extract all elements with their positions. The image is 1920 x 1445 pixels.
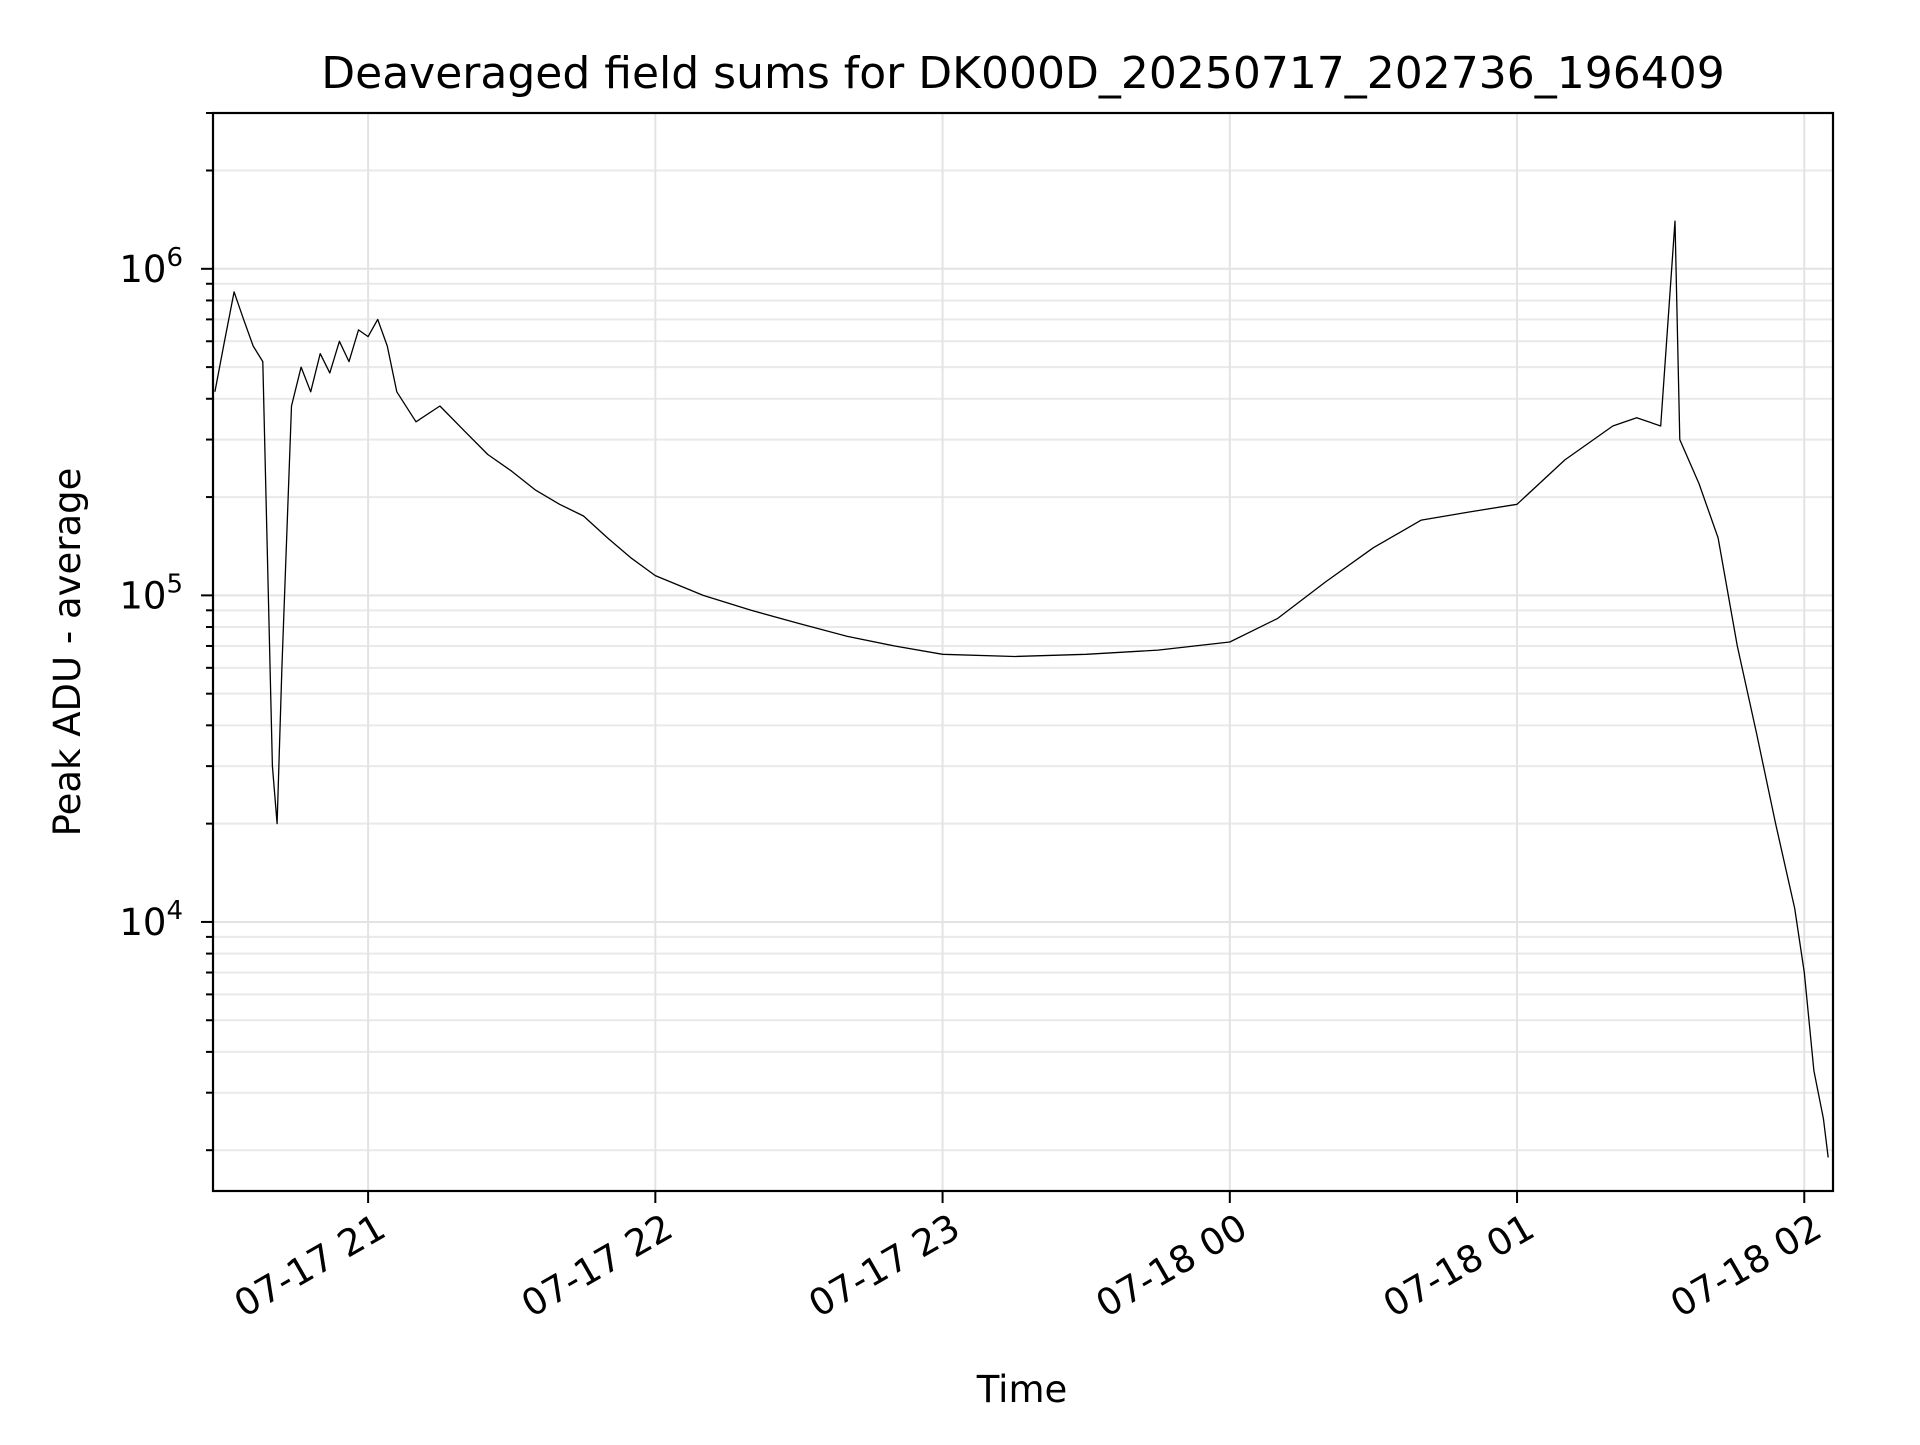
series-line <box>214 220 1829 1158</box>
y-tick-label: 104 <box>119 896 183 944</box>
x-axis-label: Time <box>976 1368 1068 1411</box>
grid <box>213 112 1833 1191</box>
y-axis-label: Peak ADU - average <box>46 468 89 837</box>
chart-title: Deaveraged field sums for DK000D_2025071… <box>321 48 1724 99</box>
series-layer <box>214 220 1829 1158</box>
y-tick-label: 105 <box>119 569 183 617</box>
y-axis-ticks: 104 105 106 <box>119 112 213 1152</box>
plot-frame <box>211 111 1835 1193</box>
y-tick-label: 106 <box>119 243 183 291</box>
